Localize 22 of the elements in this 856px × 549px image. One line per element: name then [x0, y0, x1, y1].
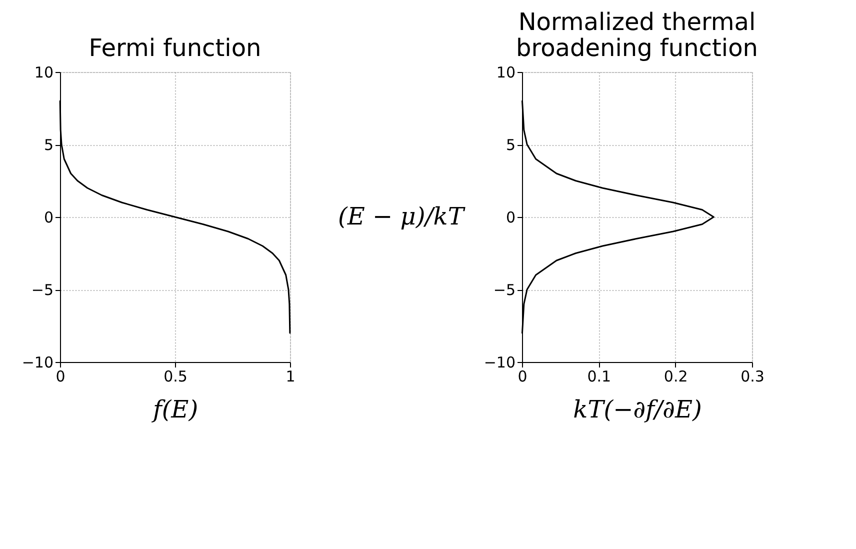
y-tick-label: −10 [484, 354, 516, 372]
x-tick-label: 0 [56, 368, 66, 386]
y-axis-title: (E − μ)/kT [338, 202, 466, 230]
x-tick-label: 1 [286, 368, 296, 386]
y-tick-label: 5 [44, 136, 54, 154]
x-tick-label: 0.5 [164, 368, 188, 386]
y-tick-label: −5 [493, 281, 516, 299]
chart-title: Fermi function [88, 34, 262, 62]
x-tick-label: 0.1 [587, 368, 612, 386]
x-tick-label: 0.2 [664, 368, 688, 386]
x-axis-title: kT(−∂f/∂E) [573, 396, 702, 424]
y-tick-label: 10 [34, 64, 54, 82]
y-tick-label: 5 [506, 136, 516, 154]
x-tick-label: 0 [518, 368, 528, 386]
x-axis-title: f(E) [150, 396, 198, 424]
y-tick-label: −5 [31, 281, 54, 299]
chart-title: Normalized thermal broadening function [516, 8, 758, 62]
y-tick-label: 0 [506, 208, 516, 226]
y-tick-label: 0 [44, 208, 54, 226]
y-tick-label: 10 [496, 64, 516, 82]
x-tick-label: 0.3 [740, 368, 764, 386]
y-tick-label: −10 [22, 354, 54, 372]
